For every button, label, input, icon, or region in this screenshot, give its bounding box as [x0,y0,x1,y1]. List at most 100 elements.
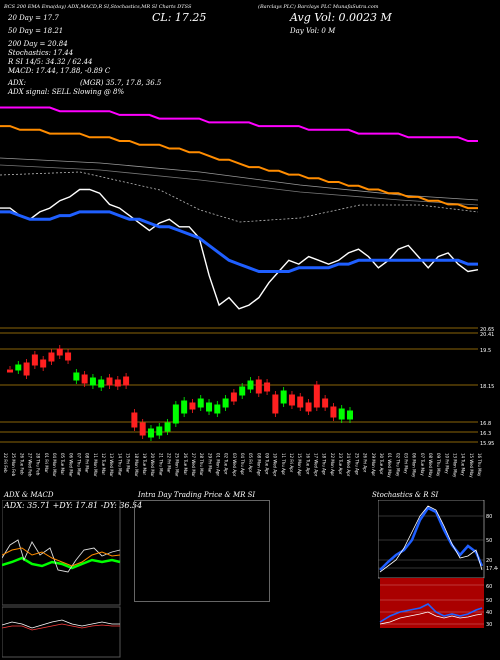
dma-50: 50 Day = 18.21 [8,27,64,35]
stochastics-rsi-panel: 80 50 20 17.44 60 50 40 30 [378,500,498,628]
gray-ma-line-2 [0,164,479,206]
date-tick-label: 01 Wed May [387,453,392,478]
date-tick-label: 01 Fri Mar [44,453,49,473]
date-tick-label: 30 Tue Apr [379,453,384,475]
ytick-label: 20.41 [480,332,494,338]
candle-body [172,404,179,424]
candle-body [239,386,246,396]
date-tick-label: 14 Tue May [461,453,466,476]
date-tick-label: 10 Fri May [444,453,449,474]
candle-body [31,354,38,366]
candle-body [164,422,171,432]
date-tick-label: 03 Fri May [403,453,408,474]
stochastics-value: Stochastics: 17.44 [8,49,74,57]
series-ema-20 [0,210,478,273]
adx-line [2,539,121,573]
dotted-ma-line [0,171,479,223]
ytick-label: 20.65 [480,327,494,333]
day-volume: Day Vol: 0 M [290,27,336,35]
candle-body [305,402,312,412]
candle-body [40,359,47,368]
date-tick-label: 02 Tue Apr [224,453,229,475]
series-price [0,188,479,310]
date-tick-label: 12 Tue Mar [101,453,106,475]
date-tick-label: 23 Tue Apr [338,453,343,475]
candle-body [230,392,237,402]
date-tick-label: 22 Fri Feb [3,453,8,473]
date-tick-label: 16 Thu May [477,453,482,477]
stoch-panel-title: Stochastics & R SI [372,491,439,499]
candle-body [56,348,63,356]
date-tick-label: 18 Thu Apr [322,453,327,475]
date-tick-label: 28 Thu Feb [36,453,41,476]
candle-body [23,362,30,376]
date-tick-label: 11 Mon Mar [93,453,98,477]
stoch-d-line [379,505,483,573]
date-tick-label: 10 Wed Apr [273,453,278,477]
rsi-ytick: 60 [486,584,492,590]
gray-ma-line-1 [0,157,479,201]
candle-body [214,404,221,414]
rsi-background [380,578,484,628]
candle-body [73,372,80,381]
candle-body [181,400,188,414]
rsi-ytick: 40 [486,610,492,616]
ytick-label: 19.5 [480,348,491,354]
candle-body [156,426,163,436]
candle-body [106,377,113,386]
date-tick-label: 04 Mon Mar [52,453,57,477]
candle-body [139,422,146,436]
date-tick-label: 02 Thu May [395,453,400,477]
date-tick-label: 25 Mon Feb [11,453,16,477]
ytick-label: 16.8 [480,421,491,427]
date-tick-label: 08 Mon Apr [256,453,261,476]
candle-body [114,379,121,387]
stoch-k-line [379,506,484,571]
stoch-ytick: 80 [486,514,492,520]
dma-20: 20 Day = 17.7 [8,14,59,22]
rsi-ytick: 50 [486,598,492,604]
date-tick-label: 22 Fri Mar [166,453,171,473]
candle-body [330,406,337,418]
dma-200: 200 Day = 20.84 [8,40,68,48]
rsi-value: R SI 14/5: 34.32 / 62.44 [8,58,93,66]
candle-body [272,394,279,414]
candle-body [347,410,353,420]
intraday-panel-title: Intra Day Trading Price & MR SI [138,491,256,499]
candle-body [313,384,320,408]
adx-frame [2,500,121,606]
stoch-frame [378,500,485,579]
date-tick-label: 19 Tue Mar [142,453,147,475]
date-tick-label: 03 Wed Apr [232,453,237,477]
stoch-ytick: 17.44 [486,566,498,572]
adx-panel-title: ADX & MACD [4,491,54,499]
date-tick-label: 21 Thu Mar [158,453,163,476]
candle-body [247,380,254,390]
date-tick-label: 06 Mon May [412,453,417,478]
macd-frame [2,606,121,658]
stoch-ytick: 50 [486,538,492,544]
date-tick-label: 26 Tue Feb [19,453,24,475]
adx-macd-panel [2,500,121,658]
candle-body [98,379,105,388]
candle-body [288,394,295,406]
date-tick-label: 08 Wed May [428,453,433,478]
date-tick-label: 22 Mon Apr [330,453,335,476]
candle-body [322,398,329,408]
candle-body [7,369,13,373]
avg-volume: Avg Vol: 0.0023 M [290,11,392,24]
date-tick-label: 04 Thu Apr [240,453,245,475]
date-tick-label: 13 Wed Mar [109,453,114,477]
candle-body [147,428,154,438]
candle-body [81,374,88,384]
candle-body [222,398,229,408]
candle-body [338,408,345,420]
macd-value: MACD: 17.44, 17.88, -0.89 C [8,67,111,75]
date-tick-label: 29 Mon Apr [371,453,376,476]
date-tick-label: 16 Tue Apr [305,453,310,475]
intraday-panel [134,500,270,602]
date-tick-label: 15 Fri Mar [126,453,131,473]
chart-header-indicators: BCS 200 EMA Ema(day) ADX,MACD,R SI,Stoch… [4,4,192,10]
date-tick-label: 14 Thu Mar [117,453,122,476]
